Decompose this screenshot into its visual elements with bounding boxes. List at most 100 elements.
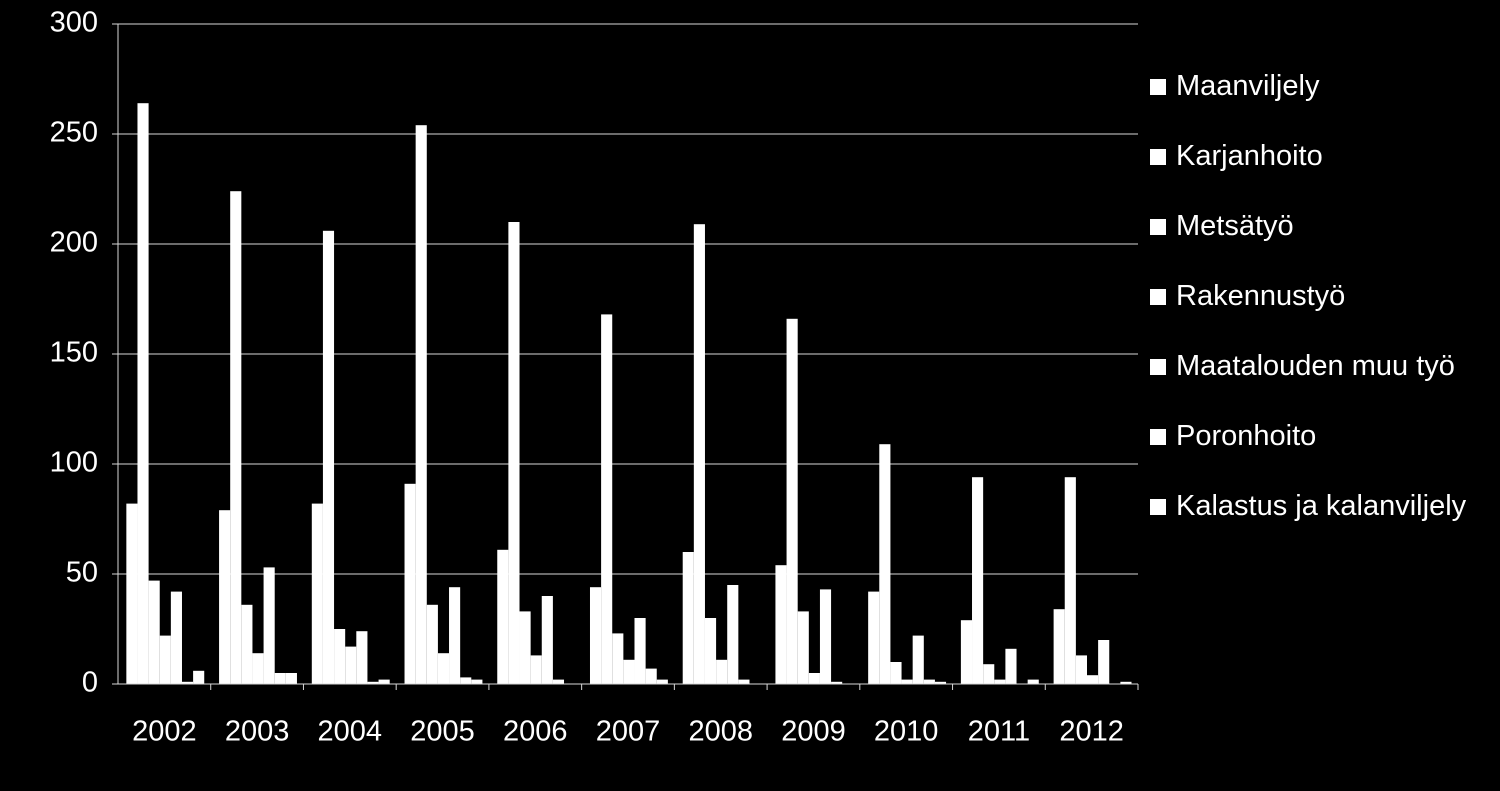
- legend-swatch: [1150, 429, 1166, 445]
- bar: [437, 653, 450, 684]
- bar: [322, 230, 335, 685]
- bar: [519, 611, 531, 684]
- bar: [334, 629, 346, 684]
- legend: Maanviljely Karjanhoito Metsätyö Rakennusty…: [1150, 66, 1495, 556]
- bar: [1064, 477, 1076, 684]
- bar: [890, 662, 902, 684]
- bar: [972, 477, 984, 684]
- bar: [508, 222, 520, 684]
- bar: [645, 668, 657, 684]
- bar: [738, 679, 750, 684]
- bar: [471, 679, 483, 684]
- legend-swatch: [1150, 359, 1166, 375]
- legend-item: Metsätyö: [1150, 206, 1495, 276]
- bar: [159, 635, 171, 684]
- bar: [285, 673, 297, 684]
- bar: [367, 681, 379, 684]
- bar: [934, 681, 947, 684]
- legend-swatch: [1150, 79, 1166, 95]
- bar: [181, 681, 194, 684]
- y-tick-label: 100: [50, 447, 98, 479]
- x-tick-label: 2005: [410, 716, 475, 748]
- bar: [983, 664, 995, 684]
- bar: [356, 631, 368, 684]
- legend-label: Metsätyö: [1176, 210, 1294, 242]
- y-tick-label: 200: [50, 227, 98, 259]
- bar: [426, 604, 438, 684]
- bar: [1120, 681, 1132, 684]
- x-tick-label: 2011: [968, 716, 1030, 748]
- x-tick-label: 2004: [318, 716, 383, 748]
- bar: [137, 103, 149, 684]
- bar: [879, 444, 891, 684]
- bar: [378, 679, 390, 684]
- bar: [868, 591, 880, 684]
- x-tick-label: 2003: [225, 716, 290, 748]
- bar: [797, 611, 809, 684]
- bar: [193, 670, 205, 684]
- legend-label: Maatalouden muu työ: [1176, 350, 1455, 382]
- x-tick-label: 2007: [596, 716, 661, 748]
- legend-item: Maatalouden muu työ: [1150, 346, 1495, 416]
- bar: [1053, 609, 1065, 684]
- bar: [682, 552, 694, 684]
- x-tick-label: 2002: [132, 716, 197, 748]
- bar: [831, 681, 843, 684]
- bar: [415, 125, 427, 684]
- bar: [960, 620, 973, 684]
- legend-label: Maanviljely: [1176, 70, 1320, 102]
- x-tick-label: 2008: [688, 716, 753, 748]
- bar: [693, 224, 705, 684]
- bar: [541, 596, 553, 684]
- bar: [901, 679, 913, 684]
- bar: [1005, 648, 1017, 684]
- bar: [497, 549, 509, 684]
- legend-item: Maanviljely: [1150, 66, 1495, 136]
- legend-label: Kalastus ja kalanviljely: [1176, 490, 1467, 522]
- bar: [589, 587, 602, 684]
- bar: [808, 673, 820, 684]
- x-tick-label: 2012: [1059, 716, 1124, 748]
- bar: [601, 314, 613, 684]
- bar: [612, 633, 624, 684]
- y-tick-label: 0: [82, 667, 98, 699]
- legend-item: Kalastus ja kalanviljely: [1150, 486, 1495, 556]
- bar: [704, 618, 717, 684]
- legend-swatch: [1150, 499, 1166, 515]
- bar: [656, 679, 668, 684]
- bar: [345, 646, 357, 684]
- bar: [263, 567, 275, 684]
- bar: [252, 653, 264, 684]
- legend-label: Poronhoito: [1176, 420, 1317, 452]
- bar: [274, 673, 286, 684]
- bar: [716, 659, 728, 684]
- x-tick-label: 2006: [503, 716, 568, 748]
- bar: [530, 655, 542, 684]
- bar: [552, 679, 565, 684]
- bar: [126, 503, 138, 684]
- legend-swatch: [1150, 219, 1166, 235]
- legend-swatch: [1150, 149, 1166, 165]
- x-tick-label: 2009: [781, 716, 846, 748]
- bar: [727, 585, 739, 684]
- bar: [634, 618, 646, 684]
- bar: [775, 565, 787, 684]
- x-tick-label: 2010: [874, 716, 939, 748]
- legend-item: Poronhoito: [1150, 416, 1495, 486]
- bar: [1027, 679, 1039, 684]
- legend-item: Karjanhoito: [1150, 136, 1495, 206]
- y-tick-label: 50: [66, 557, 98, 589]
- y-tick-label: 150: [50, 337, 98, 369]
- y-tick-label: 250: [50, 117, 98, 149]
- bar: [1075, 655, 1087, 684]
- bar: [923, 679, 935, 684]
- legend-item: Rakennustyö: [1150, 276, 1495, 346]
- legend-swatch: [1150, 289, 1166, 305]
- bar: [404, 483, 416, 684]
- bar: [311, 503, 323, 684]
- bar: [623, 659, 635, 684]
- y-tick-label: 300: [50, 7, 98, 39]
- bar: [786, 318, 798, 684]
- bar: [219, 510, 231, 684]
